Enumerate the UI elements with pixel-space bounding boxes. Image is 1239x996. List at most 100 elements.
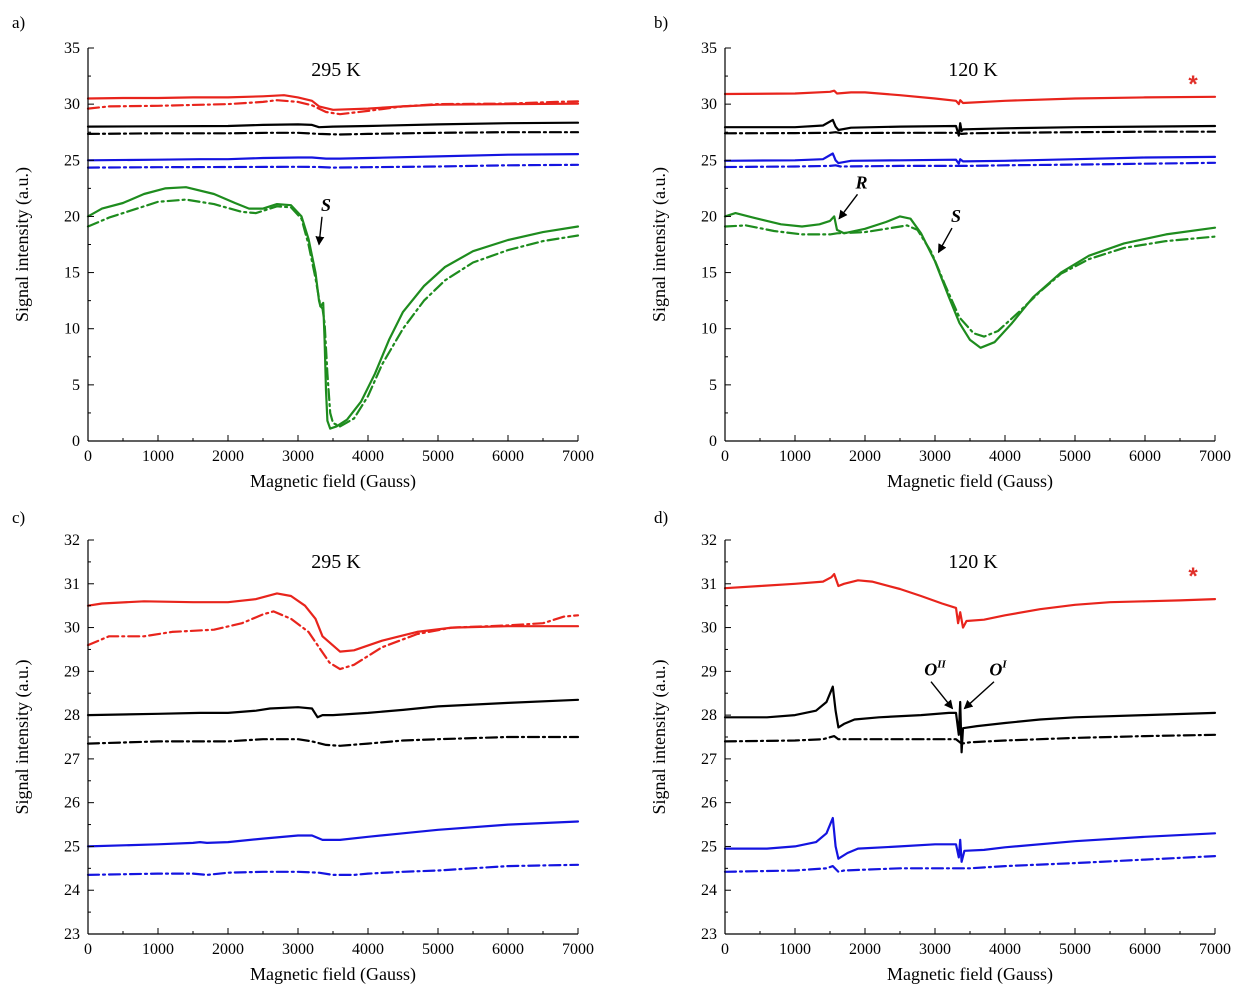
x-tick-label: 4000 [989, 941, 1021, 958]
y-tick-label: 23 [64, 926, 80, 943]
asterisk-marker: * [1188, 71, 1198, 98]
x-tick-label: 3000 [282, 941, 314, 958]
series-line-blue-solid [86, 153, 580, 162]
y-tick-label: 24 [701, 882, 717, 899]
x-tick-label: 7000 [562, 448, 594, 465]
y-tick-label: 29 [64, 663, 80, 680]
x-tick-label: 5000 [1059, 448, 1091, 465]
series-group [723, 89, 1217, 349]
y-axis-title: Signal intensity (a.u.) [12, 167, 33, 322]
x-tick-label: 0 [721, 941, 729, 958]
y-tick-label: 25 [701, 152, 717, 169]
annotation-label: OI [989, 659, 1007, 680]
annotation-label: OII [924, 659, 946, 680]
series-line-black-dashdot [723, 130, 1217, 135]
series-line-black-solid [86, 121, 580, 129]
y-tick-label: 20 [64, 208, 80, 225]
x-tick-label: 0 [84, 448, 92, 465]
panel-d: d) 0 1000 2000 3000 4000 5000 6000 7000 23 24 25 26 2… [649, 508, 1231, 985]
x-tick-label: 6000 [492, 941, 524, 958]
y-tick-label: 15 [701, 265, 717, 282]
y-tick-label: 20 [701, 208, 717, 225]
y-tick-label: 30 [701, 96, 717, 113]
y-tick-label: 35 [701, 40, 717, 57]
y-axis-title: Signal intensity (a.u.) [12, 660, 33, 815]
annotation-arrow [937, 227, 953, 254]
x-tick-label: 0 [721, 448, 729, 465]
y-tick-label: 28 [701, 707, 717, 724]
x-tick-label: 5000 [1059, 941, 1091, 958]
series-line-red-solid [723, 573, 1217, 629]
series-line-red-solid [86, 94, 580, 111]
y-tick-label: 15 [64, 265, 80, 282]
x-tick-label: 1000 [142, 941, 174, 958]
x-tick-label: 7000 [562, 941, 594, 958]
y-tick-label: 0 [72, 433, 80, 450]
y-tick-label: 29 [701, 663, 717, 680]
panel-title: 120 K [948, 551, 998, 573]
panel-a: a) 0 1000 2000 3000 4000 5000 6000 7000 0 5 10 15 20 2… [12, 13, 594, 492]
x-tick-label: 4000 [352, 448, 384, 465]
series-line-green-dashdot [86, 198, 580, 428]
series-line-red-solid [86, 592, 580, 653]
y-tick-label: 23 [701, 926, 717, 943]
y-tick-label: 30 [64, 96, 80, 113]
series-line-blue-dashdot [86, 163, 580, 169]
y-tick-label: 35 [64, 40, 80, 57]
y-tick-label: 31 [701, 576, 717, 593]
series-line-black-solid [723, 685, 1217, 754]
x-tick-label: 2000 [212, 448, 244, 465]
y-axis-title: Signal intensity (a.u.) [649, 660, 670, 815]
y-tick-label: 27 [64, 751, 80, 768]
series-line-blue-dashdot [723, 855, 1217, 873]
annotation-arrow [963, 681, 995, 710]
x-axis-title: Magnetic field (Gauss) [887, 471, 1053, 492]
panel-title: 295 K [311, 551, 361, 573]
x-axis-title: Magnetic field (Gauss) [250, 964, 416, 985]
y-tick-label: 30 [701, 620, 717, 637]
y-tick-label: 25 [701, 838, 717, 855]
y-tick-label: 0 [709, 433, 717, 450]
annotation-arrow [930, 681, 954, 710]
panel-letter: d) [654, 508, 668, 527]
y-tick-label: 27 [701, 751, 717, 768]
x-tick-label: 4000 [989, 448, 1021, 465]
x-tick-label: 3000 [282, 448, 314, 465]
y-axis-title: Signal intensity (a.u.) [649, 167, 670, 322]
annotation-label: R [854, 172, 867, 192]
series-line-black-dashdot [86, 735, 580, 747]
x-tick-label: 1000 [779, 448, 811, 465]
y-tick-label: 10 [64, 321, 80, 338]
x-axis-title: Magnetic field (Gauss) [887, 964, 1053, 985]
panel-letter: a) [12, 13, 25, 32]
annotation-arrow [315, 216, 325, 246]
y-tick-label: 5 [72, 377, 80, 394]
series-line-red-dashdot [86, 99, 580, 116]
x-tick-label: 0 [84, 941, 92, 958]
y-tick-label: 30 [64, 620, 80, 637]
x-tick-label: 2000 [212, 941, 244, 958]
series-line-blue-solid [723, 816, 1217, 863]
series-group [86, 94, 580, 430]
x-tick-label: 3000 [919, 448, 951, 465]
y-tick-label: 24 [64, 882, 80, 899]
x-tick-label: 6000 [1129, 941, 1161, 958]
series-line-black-dashdot [86, 131, 580, 136]
series-line-red-dashdot [86, 610, 580, 671]
annotation-label: S [321, 195, 331, 215]
x-tick-label: 1000 [142, 448, 174, 465]
y-tick-label: 25 [64, 838, 80, 855]
x-tick-label: 7000 [1199, 941, 1231, 958]
x-tick-label: 5000 [422, 941, 454, 958]
x-tick-label: 4000 [352, 941, 384, 958]
x-tick-label: 7000 [1199, 448, 1231, 465]
series-line-black-dashdot [723, 733, 1217, 745]
series-line-black-solid [723, 118, 1217, 137]
series-line-green-dashdot [723, 224, 1217, 338]
panel-b: b) 0 1000 2000 3000 4000 5000 6000 7000 0 5 10 15 20 2… [649, 13, 1231, 492]
asterisk-marker: * [1188, 563, 1198, 590]
annotation-arrow [838, 193, 859, 220]
panel-c: c) 0 1000 2000 3000 4000 5000 6000 7000 23 24 25 26 2… [12, 508, 594, 985]
panel-title: 120 K [948, 59, 998, 81]
